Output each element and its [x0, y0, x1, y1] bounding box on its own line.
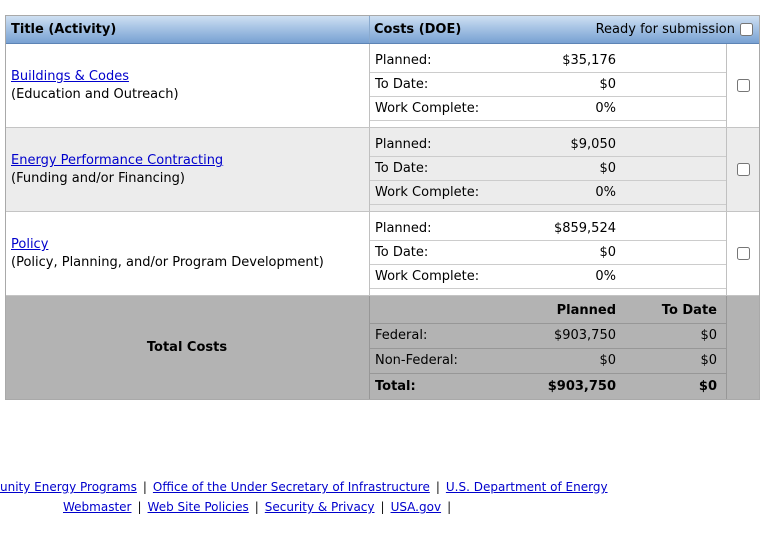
work-complete-label: Work Complete: [375, 101, 480, 116]
non-federal-to-date-value: $0 [700, 353, 717, 368]
planned-value: $9,050 [570, 137, 617, 152]
non-federal-label: Non-Federal: [375, 353, 458, 368]
grand-total-label: Total: [375, 378, 416, 394]
footer-links-primary: unity Energy Programs | Office of the Unde… [0, 480, 608, 494]
ready-for-submission-row-checkbox[interactable] [736, 79, 750, 92]
grand-total-row: Total: $903,750 $0 [370, 374, 726, 399]
activity-costs-cell: Planned: $859,524 To Date: $0 Work Compl… [370, 212, 727, 295]
footer-separator: | [435, 480, 440, 494]
to-date-column-header: To Date [661, 303, 717, 318]
webmaster-link[interactable]: Webmaster [63, 500, 132, 514]
footer-separator: | [142, 480, 147, 494]
activity-row-buildings-codes: Buildings & Codes (Education and Outreac… [6, 44, 759, 128]
footer-links-secondary: Webmaster | Web Site Policies | Security & P… [63, 500, 457, 514]
planned-label: Planned: [375, 53, 432, 68]
work-complete-label: Work Complete: [375, 185, 480, 200]
footer-separator: | [254, 500, 259, 514]
federal-totals-row: Federal: $903,750 $0 [370, 324, 726, 349]
non-federal-totals-row: Non-Federal: $0 $0 [370, 349, 726, 374]
activity-category: (Education and Outreach) [11, 87, 179, 102]
row-checkbox-cell [727, 44, 759, 127]
total-checkbox-cell [727, 296, 759, 399]
work-complete-row: Work Complete: 0% [370, 97, 726, 121]
planned-row: Planned: $35,176 [370, 49, 726, 73]
title-column-header: Title (Activity) [6, 16, 370, 43]
activity-title-cell: Energy Performance Contracting (Funding … [6, 128, 370, 211]
activity-title-cell: Buildings & Codes (Education and Outreac… [6, 44, 370, 127]
to-date-label: To Date: [375, 245, 429, 260]
planned-label: Planned: [375, 221, 432, 236]
total-costs-label: Total Costs [6, 296, 370, 399]
community-energy-programs-link[interactable]: unity Energy Programs [0, 480, 137, 494]
work-complete-value: 0% [595, 185, 616, 200]
federal-label: Federal: [375, 328, 428, 343]
grand-total-planned-value: $903,750 [547, 378, 616, 394]
costs-column-label: Costs (DOE) [374, 22, 462, 37]
activity-link[interactable]: Energy Performance Contracting [11, 153, 224, 168]
work-complete-value: 0% [595, 101, 616, 116]
ready-for-submission-label: Ready for submission [595, 22, 735, 37]
to-date-row: To Date: $0 [370, 241, 726, 265]
planned-row: Planned: $859,524 [370, 217, 726, 241]
planned-column-header: Planned [556, 303, 616, 318]
activity-costs-cell: Planned: $35,176 To Date: $0 Work Comple… [370, 44, 727, 127]
work-complete-row: Work Complete: 0% [370, 181, 726, 205]
activity-link[interactable]: Buildings & Codes [11, 69, 129, 84]
ready-for-submission-header-checkbox[interactable] [740, 23, 753, 36]
planned-label: Planned: [375, 137, 432, 152]
footer-separator: | [137, 500, 142, 514]
totals-header-row: Planned To Date [370, 299, 726, 324]
footer-separator: | [447, 500, 452, 514]
row-checkbox-cell [727, 128, 759, 211]
costs-column-header: Costs (DOE) Ready for submission [370, 16, 759, 43]
usa-gov-link[interactable]: USA.gov [390, 500, 442, 514]
activity-category: (Policy, Planning, and/or Program Develo… [11, 255, 324, 270]
work-complete-row: Work Complete: 0% [370, 265, 726, 289]
under-secretary-infrastructure-link[interactable]: Office of the Under Secretary of Infrast… [152, 480, 430, 494]
totals-table: Planned To Date Federal: $903,750 $0 Non… [370, 296, 727, 399]
ready-for-submission-row-checkbox[interactable] [736, 163, 750, 176]
to-date-value: $0 [599, 245, 616, 260]
table-header-row: Title (Activity) Costs (DOE) Ready for s… [6, 16, 759, 44]
to-date-label: To Date: [375, 77, 429, 92]
to-date-label: To Date: [375, 161, 429, 176]
activity-link[interactable]: Policy [11, 237, 49, 252]
planned-value: $35,176 [562, 53, 616, 68]
work-complete-value: 0% [595, 269, 616, 284]
security-privacy-link[interactable]: Security & Privacy [264, 500, 375, 514]
activity-row-energy-performance-contracting: Energy Performance Contracting (Funding … [6, 128, 759, 212]
activity-category: (Funding and/or Financing) [11, 171, 185, 186]
planned-value: $859,524 [553, 221, 616, 236]
activity-costs-cell: Planned: $9,050 To Date: $0 Work Complet… [370, 128, 727, 211]
federal-to-date-value: $0 [700, 328, 717, 343]
non-federal-planned-value: $0 [599, 353, 616, 368]
footer-separator: | [380, 500, 385, 514]
to-date-value: $0 [599, 77, 616, 92]
activity-row-policy: Policy (Policy, Planning, and/or Program… [6, 212, 759, 296]
to-date-row: To Date: $0 [370, 73, 726, 97]
web-site-policies-link[interactable]: Web Site Policies [147, 500, 249, 514]
planned-row: Planned: $9,050 [370, 133, 726, 157]
work-complete-label: Work Complete: [375, 269, 480, 284]
activity-costs-table: Title (Activity) Costs (DOE) Ready for s… [5, 15, 760, 400]
activity-title-cell: Policy (Policy, Planning, and/or Program… [6, 212, 370, 295]
us-department-of-energy-link[interactable]: U.S. Department of Energy [445, 480, 608, 494]
row-checkbox-cell [727, 212, 759, 295]
total-costs-row: Total Costs Planned To Date Federal: $90… [6, 296, 759, 399]
grand-total-to-date-value: $0 [698, 378, 717, 394]
to-date-row: To Date: $0 [370, 157, 726, 181]
to-date-value: $0 [599, 161, 616, 176]
federal-planned-value: $903,750 [553, 328, 616, 343]
ready-for-submission-row-checkbox[interactable] [736, 247, 750, 260]
